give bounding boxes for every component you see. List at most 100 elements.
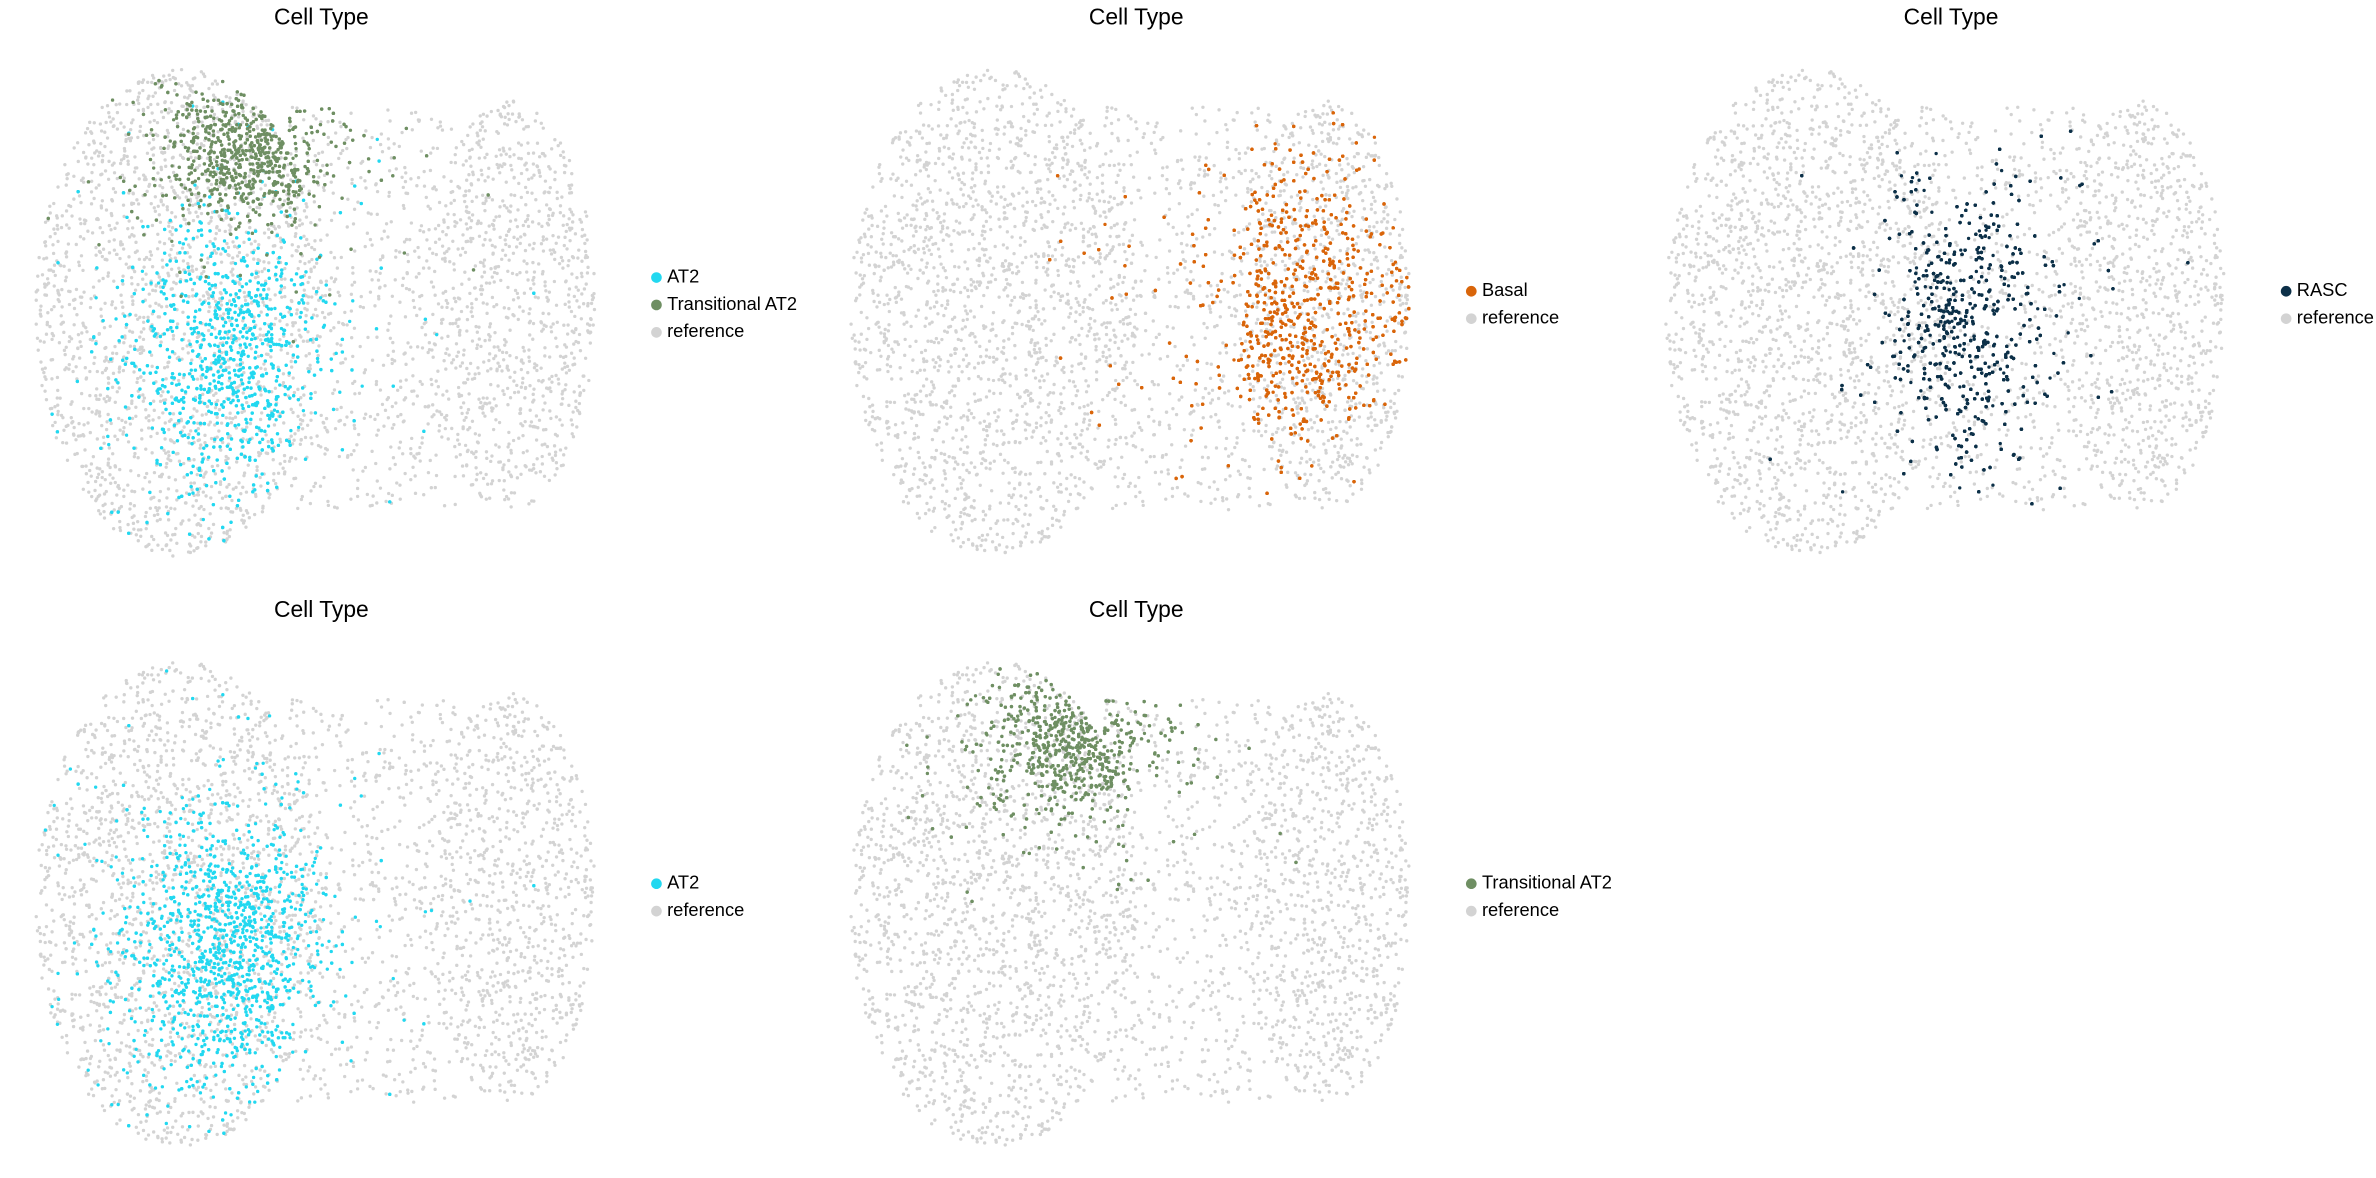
cell-dot [453, 474, 457, 479]
cell-dot [106, 381, 111, 385]
cell-dot [418, 445, 422, 450]
cell-dot [470, 339, 475, 343]
cell-dot [413, 491, 418, 496]
cell-dot [567, 158, 572, 163]
cell-dot [134, 240, 138, 245]
cell-dot [435, 146, 440, 151]
cell-dot [120, 173, 125, 178]
cell-dot [118, 365, 122, 369]
cell-dot [578, 217, 582, 222]
cell-dot [99, 307, 103, 311]
cell-dot [53, 420, 57, 425]
cell-dot [43, 375, 47, 379]
cell-dot [279, 287, 283, 291]
cell-dot [165, 263, 169, 267]
cell-dot [229, 510, 233, 514]
cell-dot [275, 233, 280, 238]
cell-dot [196, 176, 201, 181]
cell-dot [447, 397, 451, 401]
cell-dot [266, 118, 271, 123]
cell-dot [338, 210, 343, 215]
cell-dot [292, 283, 297, 287]
cell-dot [464, 222, 469, 226]
cell-dot [313, 154, 317, 158]
cell-dot [526, 151, 531, 156]
cell-dot [155, 431, 159, 436]
cell-dot [205, 261, 210, 265]
cell-dot [546, 223, 551, 227]
cell-dot [92, 141, 96, 145]
cell-dot [278, 462, 282, 466]
cell-dot [527, 468, 532, 472]
cell-dot [546, 214, 551, 218]
cell-dot [270, 440, 275, 445]
cell-dot [541, 249, 546, 253]
cell-dot [165, 461, 169, 466]
cell-dot [51, 251, 56, 256]
cell-dot [76, 189, 80, 194]
cell-dot [308, 501, 313, 506]
cell-dot [167, 73, 171, 77]
cell-dot [74, 438, 78, 442]
cell-dot [207, 86, 211, 91]
cell-dot [441, 291, 445, 295]
cell-dot [146, 315, 150, 319]
cell-dot [200, 359, 204, 363]
cell-dot [447, 247, 451, 251]
cell-dot [539, 121, 543, 125]
cell-dot [231, 240, 235, 244]
cell-dot [241, 113, 245, 118]
cell-dot [318, 484, 323, 488]
cell-dot [439, 412, 444, 417]
cell-dot [37, 255, 41, 260]
cell-dot [246, 354, 250, 358]
cell-dot [241, 485, 245, 489]
cell-dot [74, 287, 79, 292]
cell-dot [497, 445, 501, 449]
cell-dot [94, 394, 98, 398]
cell-dot [159, 290, 163, 294]
cell-dot [199, 540, 203, 544]
cell-dot [148, 350, 152, 354]
cell-dot [507, 117, 511, 122]
cell-dot [178, 430, 183, 435]
cell-dot [437, 423, 442, 428]
cell-dot [189, 361, 193, 366]
cell-dot [547, 478, 552, 483]
cell-dot [203, 357, 207, 361]
cell-dot [532, 173, 536, 177]
cell-dot [240, 373, 244, 377]
cell-dot [192, 326, 197, 331]
cell-dot [516, 296, 520, 300]
cell-dot [191, 491, 195, 495]
cell-dot [39, 304, 43, 308]
cell-dot [460, 464, 465, 468]
cell-dot [271, 250, 275, 255]
cell-dot [558, 141, 563, 145]
cell-dot [249, 346, 253, 351]
cell-dot [248, 279, 252, 283]
cell-dot [507, 306, 511, 311]
cell-dot [209, 496, 213, 500]
cell-dot [272, 342, 276, 346]
cell-dot [105, 136, 110, 140]
cell-dot [500, 164, 504, 169]
cell-dot [214, 231, 218, 236]
cell-dot [240, 382, 245, 386]
cell-dot [144, 447, 148, 451]
cell-dot [349, 452, 354, 457]
cell-dot [511, 313, 515, 317]
cell-dot [508, 328, 512, 332]
cell-dot [467, 216, 471, 220]
cell-dot [191, 504, 195, 508]
cell-dot [497, 364, 502, 369]
cell-dot [577, 332, 582, 337]
cell-dot [274, 272, 278, 277]
cell-dot [238, 330, 243, 334]
cell-dot [353, 426, 357, 431]
cell-dot [517, 112, 521, 116]
cell-dot [395, 481, 399, 485]
cell-dot [82, 218, 87, 222]
cell-dot [537, 262, 541, 266]
cell-dot [527, 243, 532, 247]
